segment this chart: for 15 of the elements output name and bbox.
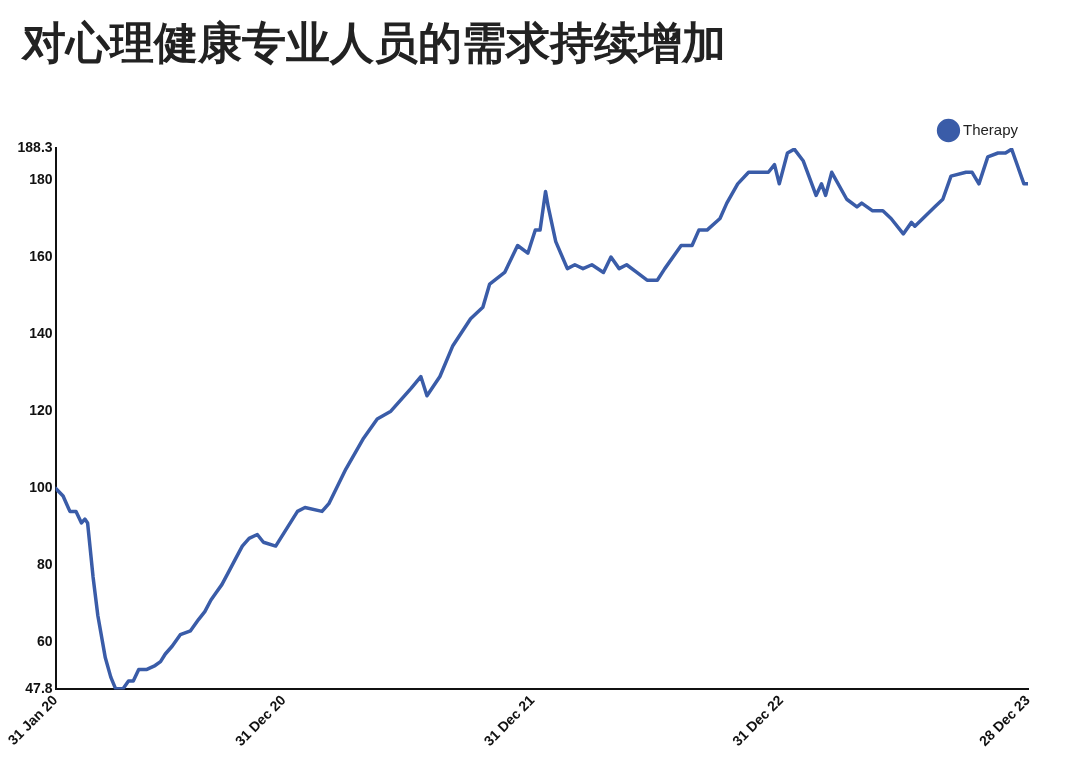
y-tick-label: 160 — [29, 247, 53, 264]
y-tick-label: 47.8 — [25, 680, 53, 697]
legend-label: Therapy — [962, 120, 1019, 138]
y-tick-label: 120 — [29, 402, 53, 419]
x-tick-label: 31 Dec 20 — [231, 691, 289, 749]
y-tick-label: 140 — [29, 324, 53, 341]
y-tick-label: 180 — [29, 170, 53, 187]
x-tick-label: 31 Dec 21 — [480, 691, 538, 749]
y-tick-label: 100 — [29, 479, 53, 496]
chart-title: 对心理健康专业人员的需求持续增加 — [22, 16, 727, 70]
y-tick-label: 60 — [37, 633, 53, 650]
x-tick-label: 28 Dec 23 — [975, 691, 1033, 749]
y-tick-label: 188.3 — [17, 138, 53, 155]
y-tick-label: 80 — [37, 556, 53, 573]
x-tick-label: 31 Dec 22 — [729, 691, 787, 749]
